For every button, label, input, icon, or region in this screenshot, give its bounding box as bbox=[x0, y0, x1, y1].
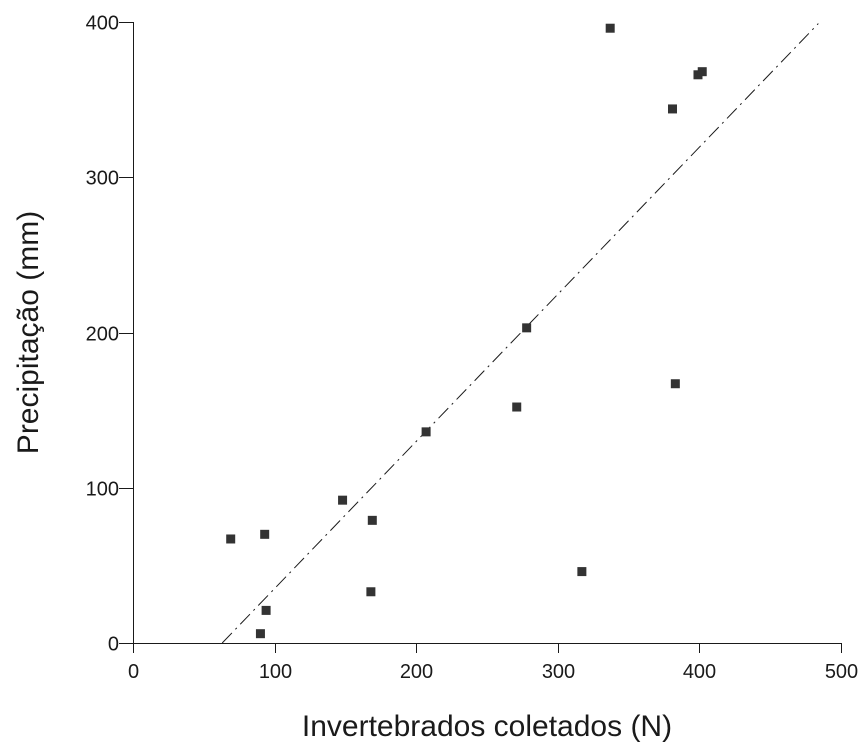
data-point bbox=[522, 323, 532, 333]
data-point bbox=[670, 379, 680, 389]
data-point bbox=[577, 567, 587, 577]
x-tick-label: 300 bbox=[542, 661, 575, 683]
y-axis-title: Precipitação (mm) bbox=[12, 211, 45, 454]
y-tick-label: 100 bbox=[86, 479, 119, 501]
data-point bbox=[367, 515, 377, 525]
y-tick-label: 200 bbox=[86, 324, 119, 346]
data-point bbox=[605, 23, 615, 33]
data-point bbox=[366, 587, 376, 597]
data-point bbox=[512, 402, 522, 412]
y-tick-label: 0 bbox=[108, 634, 119, 656]
x-tick-label: 100 bbox=[259, 661, 292, 683]
x-tick-label: 0 bbox=[128, 661, 139, 683]
x-tick-label: 200 bbox=[400, 661, 433, 683]
y-tick-label: 400 bbox=[86, 13, 119, 35]
data-point bbox=[255, 629, 265, 639]
x-axis-title: Invertebrados coletados (N) bbox=[302, 710, 672, 743]
data-point bbox=[260, 529, 270, 539]
x-tick-label: 400 bbox=[683, 661, 716, 683]
data-point bbox=[226, 534, 236, 544]
trend-line bbox=[221, 23, 819, 644]
plot-area: 0 100 200 300 400 500 0 100 200 300 400 bbox=[86, 13, 859, 684]
y-axis-ticks: 0 100 200 300 400 bbox=[86, 13, 133, 656]
data-point bbox=[338, 495, 348, 505]
data-points bbox=[226, 23, 707, 639]
data-point bbox=[421, 427, 431, 437]
y-tick-label: 300 bbox=[86, 168, 119, 190]
x-tick-label: 500 bbox=[825, 661, 858, 683]
data-point bbox=[261, 605, 271, 615]
data-point bbox=[697, 67, 707, 77]
data-point bbox=[667, 104, 677, 114]
x-axis-ticks: 0 100 200 300 400 500 bbox=[128, 643, 858, 683]
